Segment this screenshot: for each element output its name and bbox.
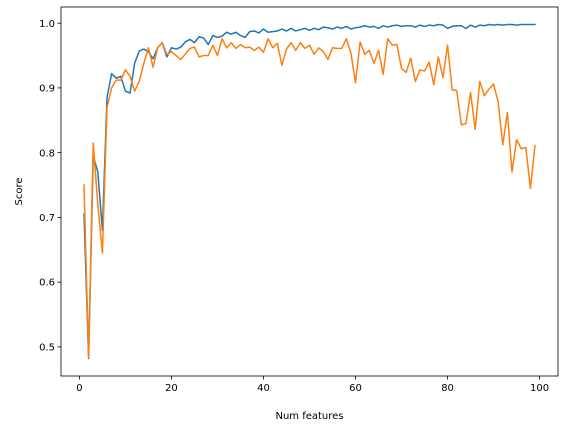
- x-tick-label: 80: [441, 383, 454, 394]
- y-tick-label: 0.6: [39, 278, 55, 289]
- series-line-2: [83, 37, 536, 359]
- plot-background: [61, 7, 558, 376]
- y-axis-title: Score: [14, 177, 25, 205]
- plot-frame: [60, 6, 559, 377]
- y-axis-ticks: 0.5 0.6 0.7 0.8 0.9 1.0: [39, 19, 61, 353]
- plot-area: 0 20 40 60 80 100 0.5 0.6 0.7 0.8 0.9 1.0: [39, 6, 559, 394]
- y-tick-label: 0.8: [39, 148, 55, 159]
- x-axis-ticks: 0 20 40 60 80 100: [76, 376, 549, 394]
- x-tick-label: 20: [165, 383, 178, 394]
- series-layer: [83, 23, 536, 360]
- x-tick-label: 40: [257, 383, 270, 394]
- x-tick-label: 60: [349, 383, 362, 394]
- x-tick-label: 100: [530, 383, 549, 394]
- y-tick-label: 0.5: [39, 342, 55, 353]
- y-tick-label: 1.0: [39, 19, 55, 30]
- y-tick-label: 0.9: [39, 84, 55, 95]
- x-tick-label: 0: [76, 383, 82, 394]
- y-tick-label: 0.7: [39, 213, 55, 224]
- x-axis-title: Num features: [275, 411, 343, 422]
